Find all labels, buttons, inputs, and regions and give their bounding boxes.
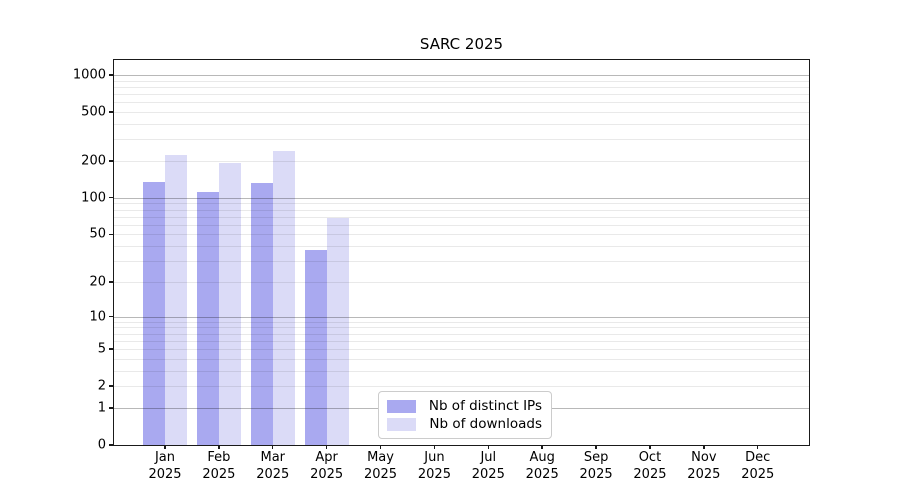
legend-item-downloads: Nb of downloads: [387, 415, 542, 433]
legend: Nb of distinct IPs Nb of downloads: [378, 391, 552, 439]
y-tick-label-100: 100: [81, 190, 106, 206]
y-tick-200: [109, 160, 113, 162]
x-tick-jul: [487, 445, 489, 449]
x-tick-mar: [272, 445, 274, 449]
gridline-minor-7: [114, 333, 809, 335]
x-tick-apr: [325, 445, 328, 449]
gridline-minor-600: [114, 102, 809, 104]
gridline-minor-800: [114, 86, 809, 88]
gridline-major-1000: [114, 74, 809, 76]
gridline-minor-40: [114, 246, 809, 248]
y-tick-label-5: 5: [97, 341, 106, 357]
x-tick-may: [379, 445, 382, 449]
gridline-minor-6: [114, 340, 809, 342]
x-tick-nov: [703, 445, 705, 449]
y-tick-label-200: 200: [81, 153, 106, 169]
gridline-minor-80: [114, 209, 809, 211]
gridline-minor-9: [114, 321, 809, 323]
y-tick-label-0: 0: [97, 437, 106, 453]
y-tick-label-500: 500: [81, 104, 106, 120]
x-tick-label-aug: Aug 2025: [525, 450, 559, 482]
y-tick-1: [109, 407, 113, 409]
x-tick-label-sep: Sep 2025: [579, 450, 613, 482]
gridline-minor-2: [114, 386, 809, 388]
legend-item-distinct-ips: Nb of distinct IPs: [387, 397, 542, 415]
y-tick-100: [109, 197, 113, 199]
y-tick-label-2: 2: [97, 378, 106, 394]
gridline-minor-70: [114, 216, 809, 218]
plot-area: [113, 59, 810, 446]
y-tick-label-10: 10: [89, 309, 106, 325]
x-tick-label-nov: Nov 2025: [687, 450, 721, 482]
y-tick-20: [109, 281, 113, 283]
x-tick-label-apr: Apr 2025: [310, 450, 344, 482]
gridline-minor-20: [114, 281, 809, 283]
x-tick-label-mar: Mar 2025: [256, 450, 290, 482]
bar-apr-downloads: [326, 218, 349, 445]
chart-title: SARC 2025: [419, 35, 504, 53]
gridline-minor-400: [114, 123, 809, 125]
bar-jan-ips: [143, 181, 165, 445]
y-tick-50: [109, 233, 113, 236]
gridline-minor-8: [114, 327, 809, 329]
x-tick-oct: [649, 445, 651, 449]
y-tick-1000: [109, 74, 113, 76]
gridline-minor-4: [114, 358, 809, 360]
y-tick-10: [109, 315, 113, 318]
x-tick-label-jun: Jun 2025: [417, 450, 451, 482]
y-tick-label-1: 1: [97, 400, 106, 416]
y-tick-label-50: 50: [89, 226, 106, 242]
x-tick-aug: [541, 445, 543, 449]
bar-apr-ips: [304, 250, 327, 445]
x-tick-label-jan: Jan 2025: [148, 450, 182, 482]
x-tick-label-feb: Feb 2025: [202, 450, 236, 482]
y-tick-500: [109, 111, 113, 113]
y-tick-0: [109, 444, 113, 446]
gridline-major-100: [114, 197, 809, 199]
gridline-minor-700: [114, 93, 809, 95]
y-tick-2: [109, 385, 113, 387]
y-tick-5: [109, 348, 113, 350]
gridline-minor-60: [114, 224, 809, 226]
bar-feb-ips: [196, 192, 219, 445]
gridline-minor-30: [114, 261, 809, 263]
legend-swatch-downloads: [387, 417, 416, 431]
bar-feb-downloads: [218, 162, 241, 445]
legend-swatch-distinct-ips: [387, 399, 416, 413]
gridline-major-10: [114, 316, 809, 318]
x-tick-feb: [218, 445, 220, 449]
legend-label-downloads: Nb of downloads: [429, 416, 542, 432]
x-tick-dec: [757, 445, 759, 449]
gridline-minor-900: [114, 80, 809, 82]
gridline-minor-200: [114, 160, 809, 162]
y-tick-label-20: 20: [89, 274, 106, 290]
gridline-minor-300: [114, 139, 809, 141]
bar-jan-downloads: [165, 154, 187, 445]
gridline-minor-3: [114, 370, 809, 372]
bar-mar-downloads: [272, 150, 295, 445]
x-tick-label-dec: Dec 2025: [741, 450, 775, 482]
x-tick-jan: [164, 445, 166, 449]
x-tick-label-may: May 2025: [363, 450, 398, 482]
x-tick-label-jul: Jul 2025: [471, 450, 505, 482]
legend-label-distinct-ips: Nb of distinct IPs: [428, 398, 542, 414]
gridline-minor-500: [114, 111, 809, 113]
bar-mar-ips: [250, 183, 273, 445]
gridline-minor-5: [114, 349, 809, 350]
gridline-minor-50: [114, 234, 809, 236]
y-tick-label-1000: 1000: [72, 67, 106, 83]
x-tick-sep: [595, 445, 597, 449]
x-tick-jun: [433, 445, 436, 449]
x-tick-label-oct: Oct 2025: [633, 450, 667, 482]
gridline-minor-90: [114, 203, 809, 205]
